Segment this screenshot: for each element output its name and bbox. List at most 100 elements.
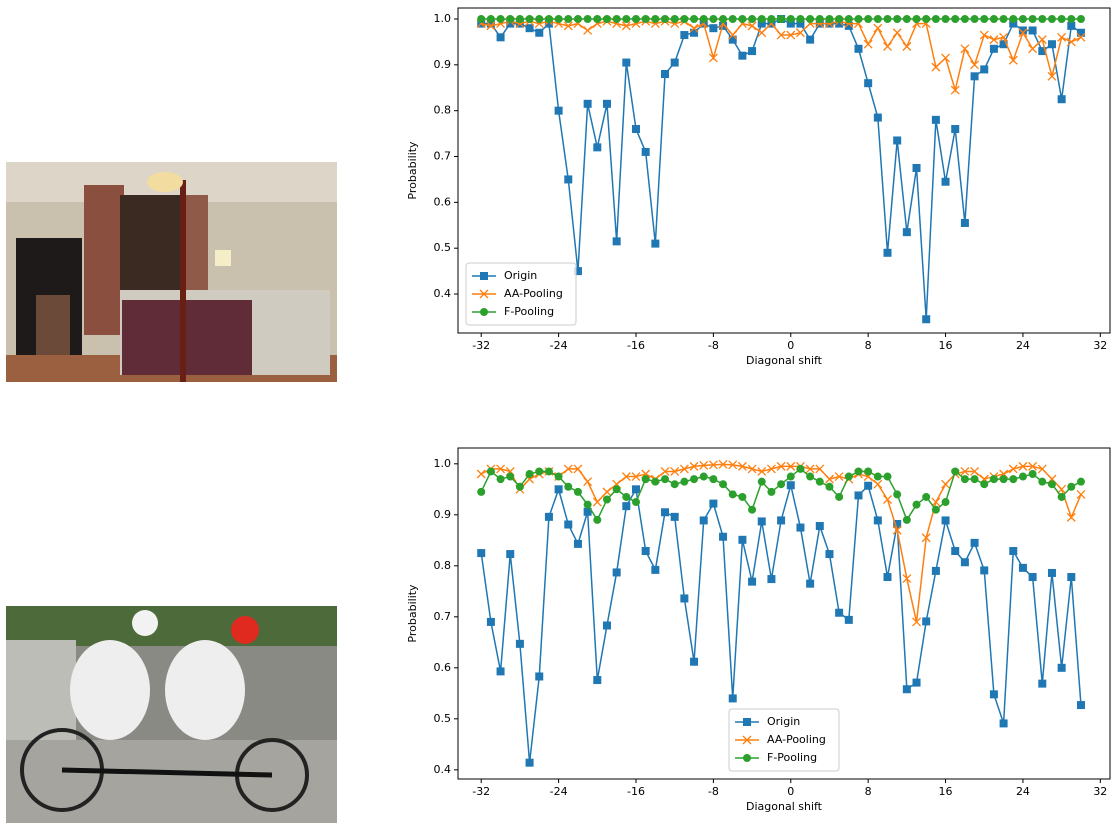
marker: [699, 15, 708, 24]
x-tick-label: -24: [550, 339, 568, 352]
marker: [709, 499, 718, 508]
marker: [922, 15, 931, 24]
marker: [719, 480, 728, 489]
marker: [583, 500, 592, 509]
marker: [689, 23, 699, 33]
marker: [767, 15, 776, 24]
marker: [834, 472, 844, 482]
marker: [651, 239, 660, 248]
marker: [496, 33, 505, 42]
marker: [622, 502, 631, 511]
marker: [622, 15, 631, 24]
marker: [535, 28, 544, 37]
marker: [883, 472, 892, 481]
marker: [786, 481, 795, 490]
marker: [709, 24, 718, 33]
marker: [747, 21, 757, 31]
marker: [989, 44, 998, 53]
marker: [1018, 461, 1028, 471]
marker: [1057, 15, 1066, 24]
marker: [738, 535, 747, 544]
marker: [708, 460, 718, 470]
x-tick-label: -8: [708, 339, 719, 352]
legend-marker: [480, 272, 488, 280]
marker: [728, 35, 737, 44]
marker: [593, 15, 602, 24]
y-axis-label: Probability: [406, 141, 419, 200]
marker: [825, 550, 834, 559]
marker: [777, 15, 786, 24]
legend-label: F-Pooling: [504, 305, 554, 318]
marker: [951, 125, 960, 134]
marker: [728, 490, 737, 499]
marker: [931, 62, 941, 72]
marker: [1028, 44, 1038, 54]
photo-bedroom: [6, 162, 337, 382]
marker: [564, 520, 573, 529]
marker: [970, 467, 980, 476]
marker: [641, 475, 650, 484]
marker: [554, 106, 563, 115]
marker: [573, 464, 583, 474]
marker: [1028, 26, 1037, 35]
marker: [535, 467, 544, 476]
legend-marker: [743, 754, 751, 762]
marker: [960, 15, 969, 24]
marker: [1067, 482, 1076, 491]
marker: [854, 44, 863, 53]
marker: [902, 42, 912, 51]
x-tick-label: 8: [865, 339, 872, 352]
marker: [506, 19, 515, 28]
marker: [980, 480, 989, 489]
marker: [602, 99, 611, 108]
marker: [554, 485, 563, 494]
marker: [912, 15, 921, 24]
marker: [970, 60, 980, 70]
marker: [728, 15, 737, 24]
marker: [796, 523, 805, 532]
marker: [573, 487, 582, 496]
marker: [902, 574, 912, 584]
marker: [738, 492, 747, 501]
marker: [844, 615, 853, 624]
marker: [960, 558, 969, 567]
photo-tandem-bike: [6, 606, 337, 823]
marker: [1067, 21, 1076, 30]
marker: [1018, 26, 1027, 35]
marker: [941, 498, 950, 507]
marker: [486, 467, 495, 476]
chart: -32 -24 -16 -8 0 8 16 24 32 0.4 0.5 0.6 0.7 0.8 0.9 1.0…: [406, 447, 1111, 813]
marker: [960, 218, 969, 227]
marker: [844, 15, 853, 24]
marker: [806, 472, 815, 481]
marker: [864, 467, 873, 476]
marker: [1047, 480, 1056, 489]
marker: [699, 472, 708, 481]
marker: [1076, 489, 1086, 499]
marker: [641, 15, 650, 24]
marker: [1018, 472, 1027, 481]
y-tick-label: 0.6: [434, 661, 452, 674]
marker: [1009, 19, 1018, 28]
marker: [651, 15, 660, 24]
marker: [960, 44, 970, 54]
y-tick-label: 1.0: [434, 12, 452, 25]
marker: [631, 498, 640, 507]
marker: [844, 472, 853, 481]
marker: [544, 512, 553, 521]
marker: [1028, 573, 1037, 582]
marker: [1057, 95, 1066, 104]
x-tick-label: 16: [939, 339, 953, 352]
marker: [999, 15, 1008, 24]
marker: [902, 685, 911, 694]
marker: [786, 19, 795, 28]
legend-marker: [479, 289, 489, 299]
legend-box: [728, 708, 840, 772]
legend-label: Origin: [504, 269, 537, 282]
marker: [796, 19, 805, 28]
legend: Origin AA-Pooling F-Pooling: [728, 708, 840, 772]
legend-box: [465, 262, 577, 326]
marker: [515, 639, 524, 648]
marker: [786, 30, 796, 40]
marker: [941, 53, 951, 63]
